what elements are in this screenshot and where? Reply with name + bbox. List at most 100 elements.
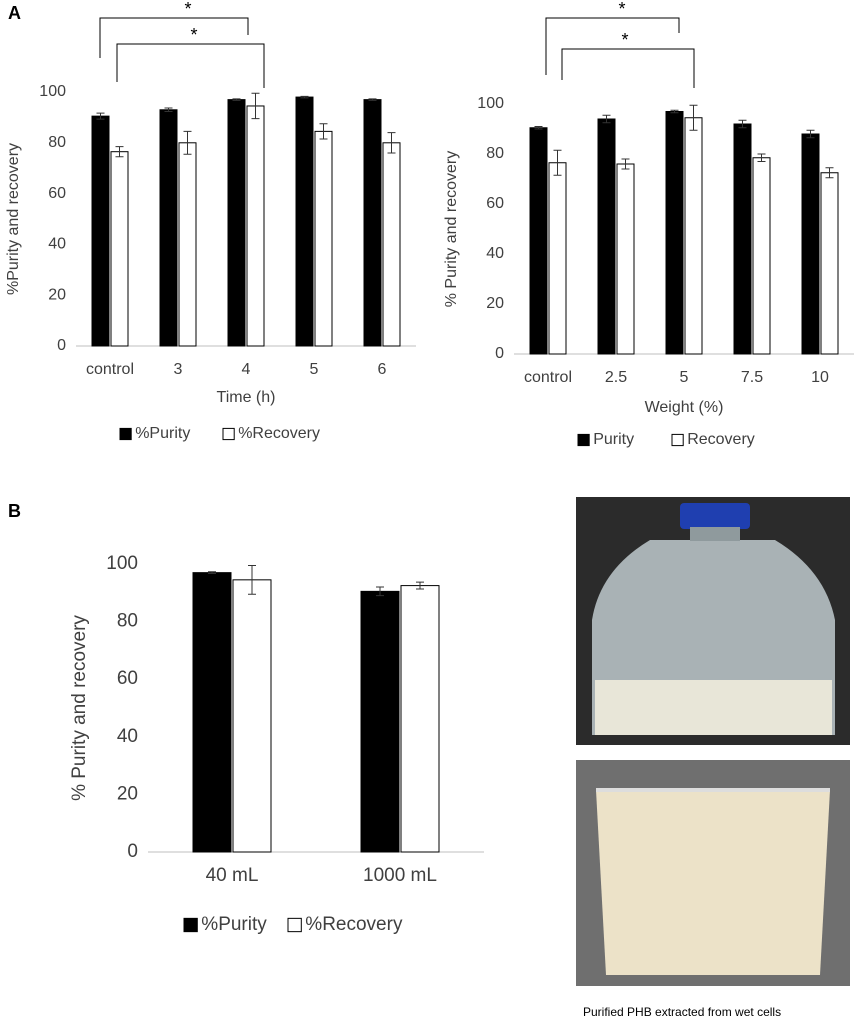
x-tick-label: 7.5 — [741, 369, 763, 386]
error-bar — [621, 158, 630, 170]
error-bar — [738, 119, 747, 129]
bar — [295, 96, 314, 347]
y-tick-label: 40 — [48, 236, 66, 253]
legend-swatch — [222, 427, 235, 441]
y-tick-label: 60 — [486, 195, 504, 212]
y-tick-label: 20 — [486, 295, 504, 312]
legend-swatch — [577, 433, 590, 447]
y-tick-label: 0 — [57, 337, 66, 354]
error-bar — [183, 130, 192, 155]
significance-bracket — [116, 43, 265, 88]
bar — [363, 99, 382, 347]
bar — [597, 118, 616, 355]
error-bar — [232, 98, 241, 101]
legend-swatch — [671, 433, 684, 447]
legend-label: %Recovery — [305, 914, 403, 935]
bar — [733, 123, 752, 355]
y-tick-label: 100 — [39, 83, 66, 100]
panel-label: B — [8, 501, 21, 521]
error-bar — [387, 132, 396, 154]
error-bar — [416, 581, 424, 590]
bar — [232, 579, 272, 853]
error-bar — [553, 149, 562, 176]
bar — [665, 111, 684, 355]
error-bar — [376, 586, 384, 597]
x-tick-label: 3 — [174, 361, 183, 378]
error-bar — [115, 146, 124, 158]
legend-label: %Purity — [135, 425, 190, 442]
error-bar — [689, 104, 698, 131]
y-tick-label: 80 — [117, 611, 138, 632]
legend-label: %Recovery — [238, 425, 320, 442]
bar — [616, 163, 635, 355]
significance-mark: * — [184, 0, 191, 19]
legend-swatch — [287, 917, 302, 933]
bar — [801, 133, 820, 355]
significance-bracket — [99, 17, 249, 58]
bar — [246, 105, 265, 347]
bar — [159, 109, 178, 347]
y-tick-label: 20 — [48, 286, 66, 303]
error-bar — [248, 564, 256, 595]
significance-mark: * — [618, 0, 625, 19]
y-axis-label: % Purity and recovery — [69, 615, 90, 801]
bar — [820, 172, 839, 355]
x-tick-label: 5 — [310, 361, 319, 378]
bar — [110, 151, 129, 347]
x-tick-label: 4 — [242, 361, 251, 378]
significance-mark: * — [621, 30, 628, 50]
x-axis-label: Time (h) — [217, 389, 276, 406]
y-tick-label: 0 — [127, 841, 138, 862]
bar — [529, 127, 548, 355]
error-bar — [300, 95, 309, 99]
error-bar — [825, 167, 834, 179]
legend-label: Recovery — [687, 431, 755, 448]
bar — [360, 590, 400, 853]
error-bar — [806, 129, 815, 139]
y-tick-label: 0 — [495, 345, 504, 362]
legend-label: %Purity — [201, 914, 267, 935]
error-bar — [208, 571, 216, 575]
bar — [192, 572, 232, 853]
caption: Purified PHB extracted from wet cells — [583, 1005, 781, 1019]
error-bar — [96, 112, 105, 120]
bar — [91, 115, 110, 347]
bar — [548, 162, 567, 355]
significance-bracket — [561, 48, 695, 88]
legend-swatch — [119, 427, 132, 441]
bar — [684, 117, 703, 355]
error-bar — [670, 109, 679, 114]
error-bar — [534, 126, 543, 130]
x-tick-label: 2.5 — [605, 369, 627, 386]
y-tick-label: 60 — [117, 668, 138, 689]
significance-mark: * — [190, 25, 197, 45]
y-tick-label: 20 — [117, 783, 138, 804]
y-axis-label: %Purity and recovery — [5, 143, 22, 295]
x-tick-label: control — [524, 369, 572, 386]
y-tick-label: 40 — [117, 726, 138, 747]
error-bar — [368, 98, 377, 101]
error-bar — [251, 92, 260, 120]
error-bar — [602, 114, 611, 124]
error-bar — [319, 123, 328, 140]
bar — [227, 99, 246, 347]
x-tick-label: 5 — [680, 369, 689, 386]
y-tick-label: 100 — [477, 95, 504, 112]
photo-bottle — [576, 497, 850, 745]
error-bar — [164, 107, 173, 113]
legend-label: Purity — [593, 431, 634, 448]
error-bar — [757, 153, 766, 162]
bar — [400, 585, 440, 853]
x-axis-label: Weight (%) — [645, 399, 724, 416]
y-tick-label: 80 — [48, 134, 66, 151]
legend-swatch — [183, 917, 198, 933]
bar — [382, 142, 401, 347]
y-tick-label: 100 — [106, 553, 138, 574]
x-tick-label: 40 mL — [206, 865, 259, 886]
panel-label: A — [8, 3, 21, 23]
y-tick-label: 80 — [486, 145, 504, 162]
bar — [178, 142, 197, 347]
bar — [314, 130, 333, 347]
bar — [752, 157, 771, 355]
